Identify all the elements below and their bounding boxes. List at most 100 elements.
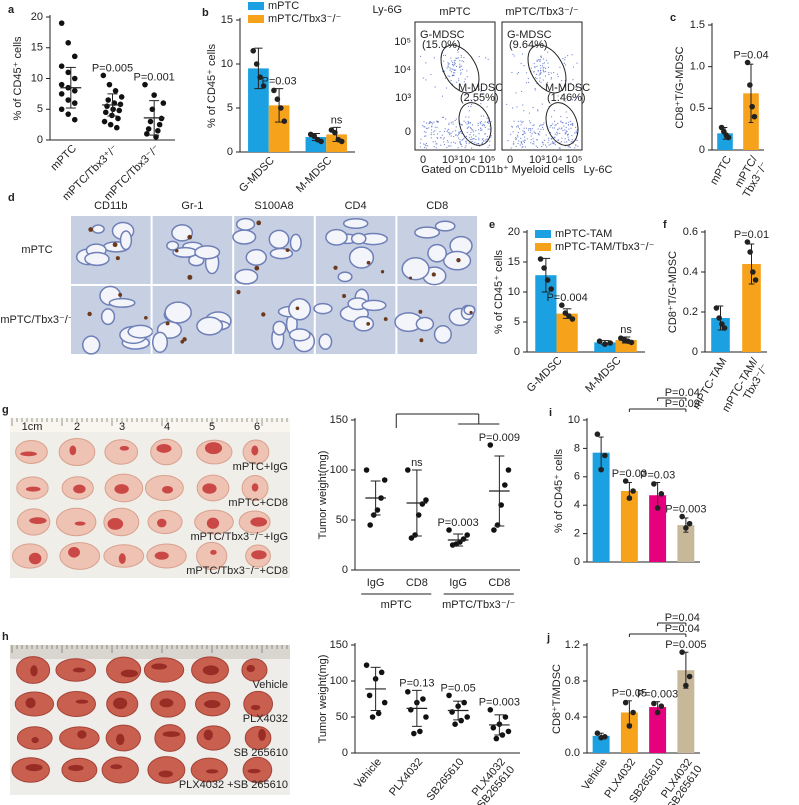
flow-event [430,73,432,76]
data-point [458,717,464,724]
flow-event [485,138,487,140]
y-tick-label: 0.4 [683,266,698,278]
flow-event [538,134,540,136]
flow-event [560,128,562,130]
flow-event [522,121,524,123]
flow-event [477,122,479,125]
flow-event [533,141,535,143]
flow-event [424,126,426,128]
flow-event [477,124,479,126]
data-point [71,88,78,94]
data-point [332,129,338,136]
flow-event [447,129,449,131]
flow-event [565,111,567,113]
data-point [65,111,72,117]
data-point [747,82,753,88]
flow-event [459,139,461,141]
flow-event [444,77,447,79]
flow-event [470,127,472,130]
data-point [311,133,317,139]
flow-event [430,122,432,124]
data-point [116,107,123,114]
bar [620,712,638,753]
flow-event [550,143,552,145]
flow-event [569,146,571,149]
flow-event [568,145,570,147]
stain-spot [118,292,123,297]
bar [594,342,616,352]
flow-event [423,131,425,133]
stain-spot [333,265,338,270]
y-tick-label: 20 [508,226,520,238]
data-point [744,59,751,66]
bar [677,670,695,753]
flow-tick-label: 10⁵ [394,36,411,48]
data-point [417,728,423,735]
flow-event [548,73,550,76]
flow-event [564,141,566,143]
flow-event [554,137,556,139]
ruler-label: 5 [209,421,215,433]
flow-event [566,141,568,143]
row-label: mPTC/Tbx3⁻/⁻+CD8 [186,565,288,577]
flow-event [567,124,569,126]
data-point [628,339,635,346]
flow-event [475,138,477,141]
flow-event [575,96,577,98]
data-point [464,532,471,538]
data-point [446,527,452,533]
flow-event [467,99,469,101]
flow-event [552,140,554,142]
data-point [151,92,157,98]
data-point [278,105,284,111]
flow-event [463,120,465,122]
flow-event [572,123,574,125]
y-tick-label: 0 [342,747,348,759]
flow-event [524,140,526,142]
stain-spot [88,227,94,232]
flow-event [436,143,438,145]
flow-event [461,68,463,70]
flow-event [436,133,439,135]
flow-tick-label: 0 [507,154,513,166]
flow-event [455,57,457,59]
flow-event [481,142,483,144]
flow-event [466,70,468,72]
ruler [10,418,290,432]
data-point [250,48,257,54]
flow-event [571,135,573,137]
flow-event [450,57,452,59]
gland [234,268,259,285]
flow-event [547,51,549,53]
gland [151,331,169,353]
flow-event [556,73,558,75]
y-tick-label: 6 [574,471,580,483]
flow-event [557,128,559,130]
panel-letter: c [670,12,676,24]
gland [361,299,387,312]
flow-event [525,127,528,129]
flow-event [563,125,565,127]
flow-event [543,139,546,141]
flow-event [541,124,543,126]
flow-event [533,63,535,65]
tumor-vessel [205,769,219,774]
flow-event [425,79,427,81]
y-tick-label: 10 [31,72,43,84]
flow-event [575,132,577,134]
flow-event [429,121,431,123]
data-point [683,525,689,531]
flow-event [454,62,456,65]
flow-event [528,112,530,114]
row-label: mPTC+CD8 [228,497,288,509]
flow-event [527,81,530,83]
stain-spot [112,242,118,248]
flow-y-axis: Ly-6G [372,4,402,16]
flow-event [554,141,556,143]
flow-event [481,139,484,141]
flow-event [576,62,578,64]
flow-event [506,103,508,105]
annotation: ns [411,457,423,469]
flow-event [516,134,519,136]
annotation: P=0.01 [734,229,769,241]
